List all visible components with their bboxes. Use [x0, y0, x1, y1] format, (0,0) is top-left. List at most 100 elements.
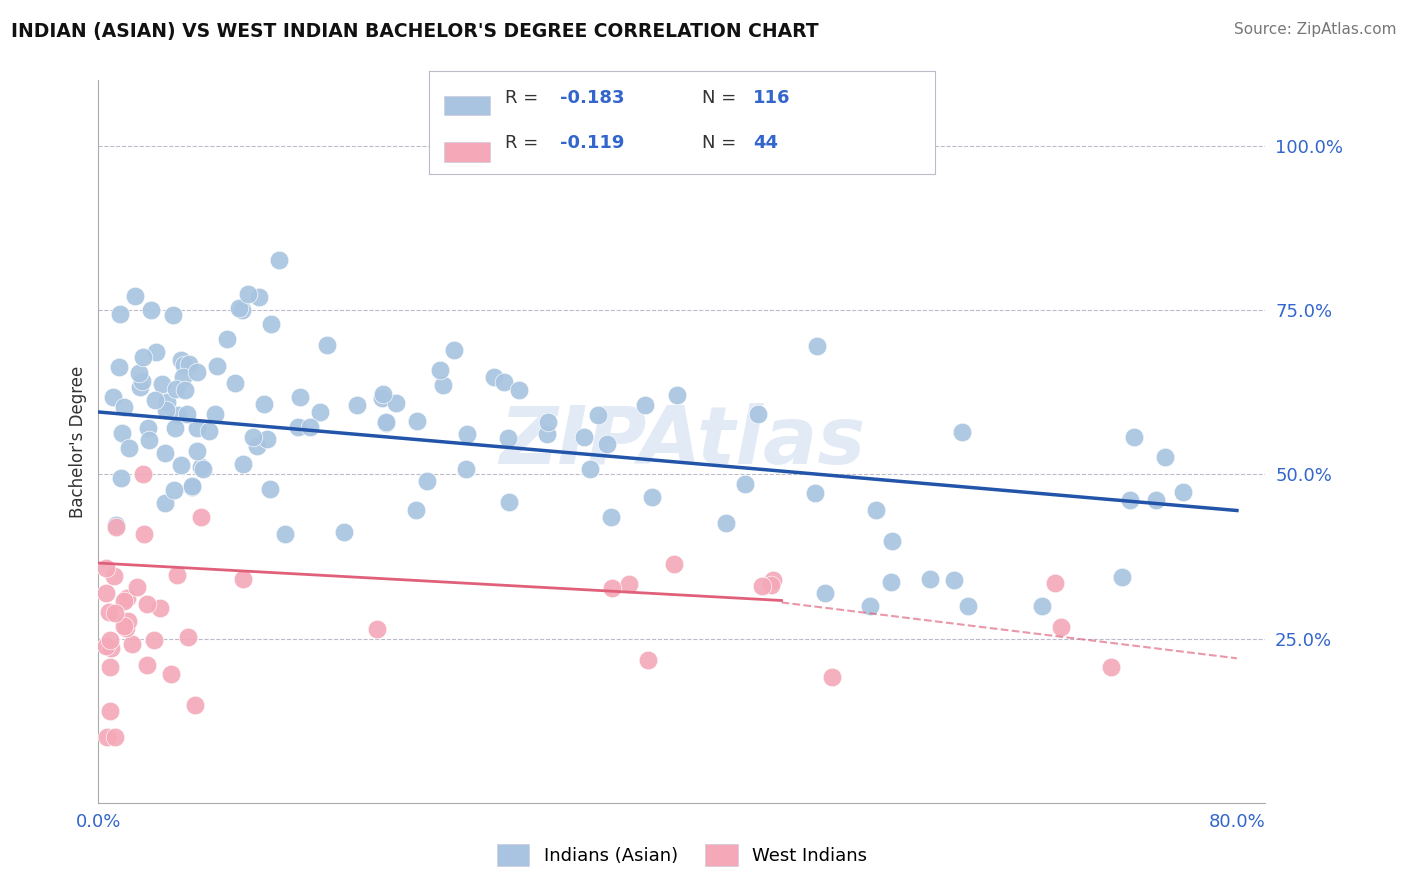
Point [180, 480, 202, 494]
Point [124, 289, 146, 303]
Point [111, 425, 134, 440]
Point [579, 461, 602, 475]
Point [118, 441, 141, 455]
Point [821, 670, 844, 684]
Point [112, 618, 135, 632]
Point [104, 518, 127, 533]
Point [666, 388, 689, 402]
Point [205, 359, 228, 373]
Point [247, 290, 270, 304]
Point [96, 730, 118, 744]
Y-axis label: Bachelor's Degree: Bachelor's Degree [69, 366, 87, 517]
Point [238, 286, 260, 301]
Point [162, 308, 184, 322]
Text: R =: R = [505, 134, 544, 153]
Point [454, 462, 477, 476]
Point [375, 416, 398, 430]
Point [121, 637, 143, 651]
Point [498, 494, 520, 508]
Point [186, 365, 208, 379]
Text: -0.183: -0.183 [561, 89, 624, 107]
Point [943, 573, 966, 587]
Point [145, 344, 167, 359]
Point [804, 485, 827, 500]
Point [918, 572, 941, 586]
Point [762, 573, 785, 587]
Text: R =: R = [505, 89, 544, 107]
Point [256, 432, 278, 446]
Point [160, 667, 183, 681]
Point [1119, 492, 1142, 507]
Point [599, 510, 621, 524]
Point [198, 424, 221, 438]
Point [536, 426, 558, 441]
Point [108, 359, 131, 374]
Point [747, 407, 769, 421]
Point [149, 601, 172, 615]
Point [232, 572, 254, 586]
Point [150, 377, 173, 392]
Point [128, 366, 150, 380]
Point [94, 586, 117, 600]
Point [1122, 430, 1144, 444]
Text: N =: N = [702, 89, 742, 107]
Point [664, 557, 686, 571]
Point [859, 599, 882, 613]
Point [170, 353, 193, 368]
Point [179, 357, 201, 371]
Point [716, 516, 738, 531]
Text: -0.119: -0.119 [561, 134, 624, 153]
Point [443, 343, 465, 357]
Point [640, 490, 662, 504]
Point [167, 409, 190, 423]
Point [619, 577, 641, 591]
Point [132, 527, 155, 541]
Point [94, 561, 117, 575]
Point [141, 302, 163, 317]
Point [165, 382, 187, 396]
Point [259, 483, 281, 497]
Point [508, 383, 530, 397]
Point [127, 580, 149, 594]
Point [759, 578, 782, 592]
Point [104, 730, 127, 744]
Point [138, 433, 160, 447]
Bar [444, 96, 489, 115]
Point [173, 358, 195, 372]
Point [751, 579, 773, 593]
Point [880, 534, 903, 549]
Point [176, 630, 198, 644]
Point [287, 420, 309, 434]
Point [957, 599, 980, 613]
Point [406, 414, 429, 428]
Point [153, 446, 176, 460]
Point [98, 705, 121, 719]
Point [232, 457, 254, 471]
Point [333, 525, 356, 540]
Point [371, 386, 394, 401]
Point [492, 376, 515, 390]
Point [224, 376, 246, 390]
Point [600, 582, 623, 596]
Point [136, 657, 159, 672]
Point [316, 338, 339, 352]
Point [298, 419, 321, 434]
Point [734, 477, 756, 491]
Point [174, 383, 197, 397]
Point [193, 462, 215, 476]
Point [155, 496, 177, 510]
Point [170, 458, 193, 473]
Point [346, 398, 368, 412]
Point [253, 397, 276, 411]
Point [104, 606, 127, 620]
Point [94, 639, 117, 653]
Point [260, 317, 283, 331]
Point [814, 586, 837, 600]
Point [98, 605, 121, 619]
Point [588, 409, 610, 423]
Legend: Indians (Asian), West Indians: Indians (Asian), West Indians [496, 844, 868, 866]
Point [103, 569, 125, 583]
Point [1043, 576, 1066, 591]
Point [374, 415, 396, 429]
Point [142, 633, 165, 648]
